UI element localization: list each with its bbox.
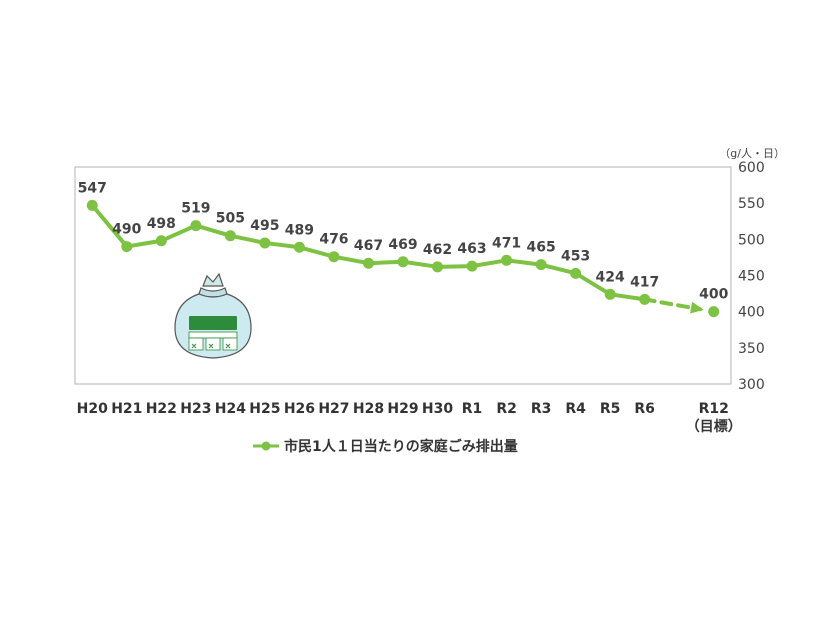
x-tick-label: H24 xyxy=(215,401,246,417)
x-tick-target-sublabel: （目標） xyxy=(686,418,742,435)
data-point xyxy=(397,256,409,268)
y-tick-label: 350 xyxy=(738,341,765,357)
data-point xyxy=(155,235,167,247)
x-tick-label: H27 xyxy=(318,401,349,417)
target-arrowhead xyxy=(690,301,704,314)
series-line-segment xyxy=(90,203,129,249)
series-line-segment xyxy=(193,223,233,238)
data-label: 453 xyxy=(561,248,590,264)
x-tick-label: H22 xyxy=(146,401,177,417)
series-line-segment xyxy=(435,264,475,269)
legend-label: 市民1人１日当たりの家庭ごみ排出量 xyxy=(284,439,518,455)
x-tick-label: R12 xyxy=(699,401,729,417)
x-tick-label: H21 xyxy=(111,401,142,417)
data-point xyxy=(604,288,616,300)
y-tick-label: 600 xyxy=(738,160,765,176)
series-line-segment xyxy=(124,238,164,249)
data-point xyxy=(639,293,651,305)
x-tick-label: H26 xyxy=(284,401,315,417)
legend-swatch xyxy=(253,441,279,451)
data-point xyxy=(535,259,547,271)
series-line-segment xyxy=(159,223,198,243)
x-tick-label: H28 xyxy=(353,401,384,417)
data-label: 498 xyxy=(147,216,176,232)
data-point xyxy=(362,257,374,269)
data-label: 463 xyxy=(457,241,486,257)
data-point xyxy=(328,251,340,263)
data-label: 489 xyxy=(285,222,314,238)
data-point xyxy=(259,237,271,249)
x-tick-label: R6 xyxy=(634,401,655,417)
data-point xyxy=(501,254,513,266)
series-line-segment xyxy=(366,259,405,266)
data-point xyxy=(708,306,720,318)
y-tick-label: 300 xyxy=(738,377,765,393)
data-label: 467 xyxy=(354,238,383,254)
data-label: 476 xyxy=(319,232,348,248)
x-tick-label: H23 xyxy=(180,401,211,417)
series-line-segment xyxy=(504,258,544,267)
target-projection-line xyxy=(642,297,702,312)
data-label: 417 xyxy=(630,274,659,290)
data-label: 400 xyxy=(699,287,728,303)
plot-area xyxy=(74,166,732,385)
series-line-segment xyxy=(608,292,647,302)
data-point xyxy=(86,199,98,211)
data-point xyxy=(190,220,202,232)
y-tick-label: 500 xyxy=(738,232,765,248)
data-label: 547 xyxy=(78,180,107,196)
data-label: 505 xyxy=(216,211,245,227)
x-tick-label: H29 xyxy=(387,401,418,417)
data-label: 490 xyxy=(112,222,141,238)
x-tick-label: R1 xyxy=(462,401,483,417)
data-label: 424 xyxy=(596,269,625,285)
data-point xyxy=(570,267,582,279)
x-tick-label: H30 xyxy=(422,401,453,417)
series-line-segment xyxy=(470,258,509,269)
series-line-segment xyxy=(297,245,336,259)
data-label: 495 xyxy=(250,218,279,234)
y-tick-label: 550 xyxy=(738,196,765,212)
x-tick-label: H20 xyxy=(77,401,108,417)
data-label: 465 xyxy=(526,240,555,256)
data-label: 519 xyxy=(181,201,210,217)
series-line-segment xyxy=(262,240,302,250)
data-label: 469 xyxy=(388,237,417,253)
series-line-segment xyxy=(573,271,613,297)
series-line-segment xyxy=(539,262,578,276)
series-line-segment xyxy=(401,259,440,269)
series-line-segment xyxy=(228,233,267,245)
x-tick-label: R4 xyxy=(565,401,586,417)
x-tick-label: R2 xyxy=(496,401,517,417)
data-point xyxy=(466,260,478,272)
data-point xyxy=(224,230,236,242)
data-point xyxy=(432,261,444,273)
data-point xyxy=(121,241,133,253)
data-label: 462 xyxy=(423,242,452,258)
data-label: 471 xyxy=(492,235,521,251)
x-tick-label: R3 xyxy=(531,401,552,417)
legend: 市民1人１日当たりの家庭ごみ排出量 xyxy=(252,436,518,456)
y-tick-label: 400 xyxy=(738,305,765,321)
data-point xyxy=(293,241,305,253)
y-axis-unit-label: （g/人・日） xyxy=(719,147,785,160)
x-tick-label: R5 xyxy=(600,401,621,417)
series-line-segment xyxy=(331,254,371,266)
y-tick-label: 450 xyxy=(738,269,765,285)
garbage-bag-icon xyxy=(174,272,252,359)
x-tick-label: H25 xyxy=(249,401,280,417)
